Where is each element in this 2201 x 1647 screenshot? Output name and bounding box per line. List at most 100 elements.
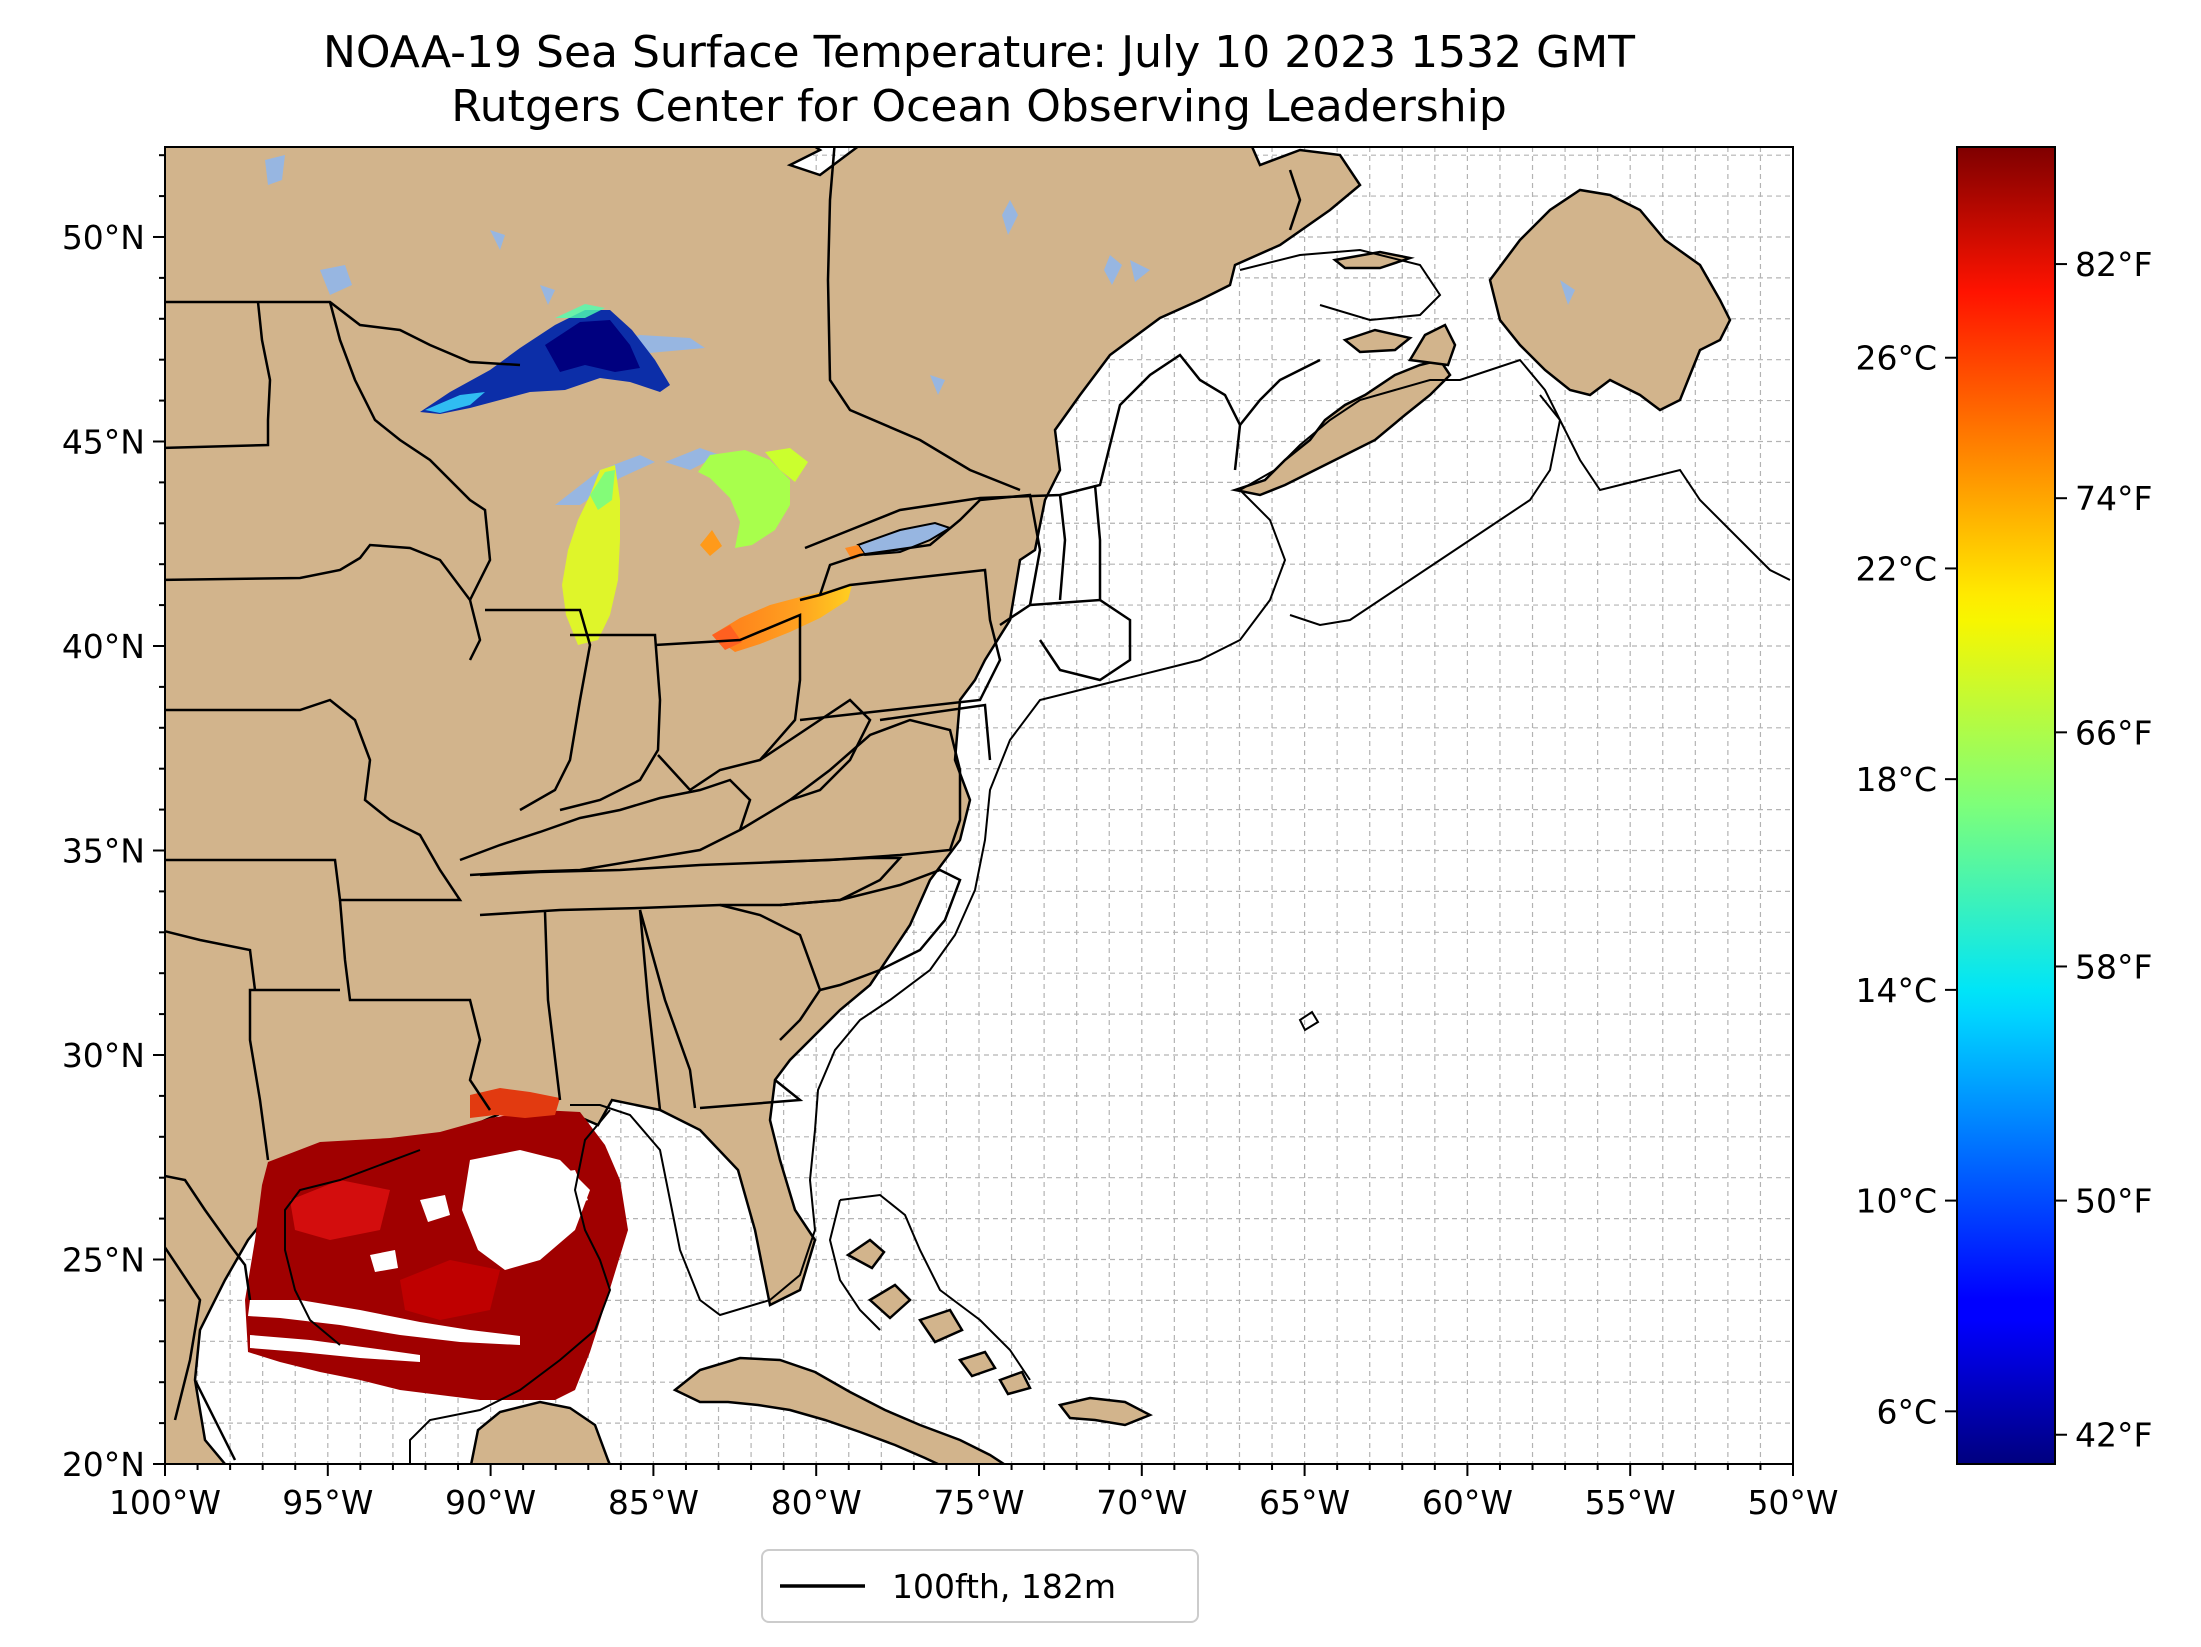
indiana-boundary	[559, 633, 662, 812]
new-york-boundary	[818, 493, 1042, 627]
north-carolina-boundary	[779, 868, 962, 992]
lake-superior-warm-edge	[555, 304, 605, 318]
gulf-warm-patch	[290, 1180, 390, 1240]
arkansas-louisiana-boundary	[248, 899, 492, 1161]
colorbar-celsius-label: 6°C	[1876, 1392, 1937, 1431]
latitude-tick-label: 40°N	[62, 627, 145, 666]
latitude-tick-label: 20°N	[62, 1445, 145, 1484]
saginaw-bay-sst	[700, 530, 722, 556]
minnesota-boundary	[165, 301, 272, 450]
isobath-100fth-contour	[284, 248, 1791, 1464]
longitude-tick-label: 80°W	[771, 1483, 862, 1522]
bahamas-contour	[828, 1193, 1031, 1381]
bahamas-island	[998, 1370, 1032, 1396]
land-masses	[165, 147, 1732, 1464]
longitude-tick-label: 60°W	[1422, 1483, 1513, 1522]
canada-lake	[490, 230, 505, 250]
bahamas-island	[867, 1283, 912, 1320]
gulf-cloud-gap	[248, 1300, 520, 1345]
colorbar-fahrenheit-label: 58°F	[2075, 947, 2152, 986]
longitude-tick-label: 90°W	[445, 1483, 536, 1522]
colorbar-celsius-label: 22°C	[1855, 549, 1937, 588]
pennsylvania-boundary	[799, 568, 1002, 722]
colorbar-fahrenheit-label: 66°F	[2075, 713, 2152, 752]
virginia-boundary	[739, 718, 962, 864]
colorbar-fahrenheit-label: 42°F	[2075, 1416, 2152, 1455]
longitude-tick-label: 55°W	[1585, 1483, 1676, 1522]
kentucky-boundary	[459, 778, 752, 877]
bermuda-contour	[1298, 1010, 1320, 1032]
grand-banks-contour	[1539, 394, 1791, 581]
title-line-1: NOAA-19 Sea Surface Temperature: July 10…	[322, 27, 1636, 78]
canada-lake	[1002, 200, 1018, 235]
iowa-boundary	[165, 543, 482, 661]
west-virginia-boundary	[759, 698, 872, 802]
georgian-bay-sst	[765, 448, 808, 482]
newfoundland-land	[1488, 188, 1732, 412]
gulf-cloud-gap	[250, 1335, 420, 1362]
map-axis-ticks: 100°W 95°W 90°W 85°W 80°W 75°W 70°W 65°W 60°W 55°…	[62, 154, 1839, 1522]
maryland-boundary	[879, 703, 992, 761]
latitude-tick-label: 25°N	[62, 1240, 145, 1279]
chart-title: NOAA-19 Sea Surface Temperature: July 10…	[165, 26, 1793, 134]
ohio-boundary	[654, 613, 802, 792]
lake-huron-west	[665, 448, 720, 470]
quebec-boundary	[1239, 358, 1321, 426]
lake-erie-west-basin	[712, 625, 742, 650]
lake-superior-warm-edge	[425, 392, 485, 413]
longitude-tick-label: 75°W	[933, 1483, 1024, 1522]
south-carolina-boundary	[719, 903, 822, 1041]
colorbar-ticks: 6°C 10°C 14°C 18°C 22°C 26°C 42°F 50°F 58°F 66°F 7…	[1855, 245, 2152, 1455]
yucatan-land	[469, 1400, 611, 1464]
colorbar-celsius-label: 10°C	[1855, 1182, 1937, 1221]
gulf-cloud-gap	[420, 1195, 450, 1222]
us-mexico-border	[165, 1174, 252, 1301]
longitude-tick-label: 65°W	[1259, 1483, 1350, 1522]
state-provincial-boundaries	[165, 147, 1321, 1461]
canada-lake	[1104, 255, 1122, 285]
canada-lake	[930, 375, 945, 395]
longitude-tick-label: 50°W	[1747, 1483, 1838, 1522]
lake-superior-cold-core	[545, 320, 640, 372]
cape-breton-land	[1407, 323, 1457, 367]
pei-land	[1342, 328, 1413, 354]
oklahoma-texas-boundary	[165, 929, 257, 991]
colorbar-celsius-label: 18°C	[1855, 760, 1937, 799]
longitude-tick-label: 85°W	[608, 1483, 699, 1522]
title-line-2: Rutgers Center for Ocean Observing Leade…	[451, 81, 1507, 132]
latitude-tick-label: 45°N	[62, 422, 145, 461]
hispaniola-land	[1057, 1396, 1153, 1427]
colorbar-fahrenheit-label: 50°F	[2075, 1182, 2152, 1221]
gulf-of-mexico-sst	[245, 1110, 628, 1400]
georgia-alabama-boundary	[638, 909, 804, 1110]
latitude-tick-label: 50°N	[62, 218, 145, 257]
colorbar-fahrenheit-label: 82°F	[2075, 245, 2152, 284]
canada-lake	[540, 285, 555, 305]
legend-box	[761, 1549, 1199, 1623]
canada-lake	[1560, 280, 1575, 305]
shelf-break-contour-atlantic	[570, 489, 1287, 1317]
canada-lake	[320, 265, 352, 295]
colorbar: 6°C 10°C 14°C 18°C 22°C 26°C 42°F 50°F 58°F 66°F 7…	[1855, 146, 2152, 1465]
gulf-st-lawrence-contour	[1239, 248, 1442, 322]
lake-michigan-sst-band	[590, 470, 615, 510]
legend: 100fth, 182m	[761, 1549, 1199, 1623]
colorbar-gradient	[1956, 146, 2056, 1465]
lake-erie-sst	[712, 585, 852, 652]
lake-michigan-sst	[562, 465, 620, 645]
mexico-interior-boundary	[165, 1245, 237, 1461]
wisconsin-boundary	[328, 301, 492, 601]
labrador-boundary	[1288, 169, 1302, 231]
lake-huron-sst	[698, 450, 790, 548]
bahamas-island	[845, 1238, 886, 1270]
canada-lake	[1130, 260, 1150, 282]
canada-interior-boundary	[826, 147, 1021, 492]
shelf-break-contour-canada	[1239, 358, 1562, 627]
latitude-tick-label: 30°N	[62, 1036, 145, 1075]
legend-label: 100fth, 182m	[892, 1567, 1116, 1606]
latitude-tick-label: 35°N	[62, 831, 145, 870]
colorbar-fahrenheit-label: 74°F	[2075, 479, 2152, 518]
gulf-coastal-sst	[470, 1088, 560, 1118]
longitude-tick-label: 70°W	[1096, 1483, 1187, 1522]
